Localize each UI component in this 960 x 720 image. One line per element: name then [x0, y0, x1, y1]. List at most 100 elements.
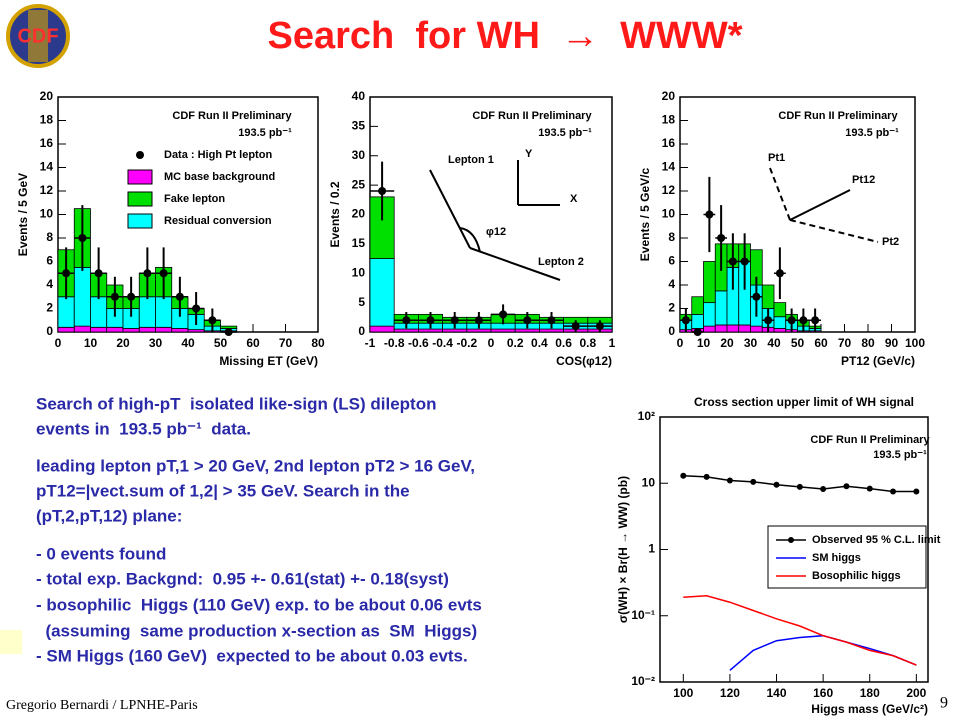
y-tick-label: 5: [358, 295, 365, 309]
annotation: X: [570, 193, 578, 205]
data-point: [571, 322, 580, 331]
y-tick-label: 25: [352, 177, 366, 191]
x-tick-label: -0.4: [432, 336, 453, 350]
bar-segment: [714, 324, 728, 333]
bar-segment: [138, 296, 156, 328]
y-tick-label: 6: [46, 254, 53, 268]
x-tick-label: 0.2: [507, 336, 524, 350]
bar-segment: [90, 326, 108, 333]
data-point: [402, 316, 411, 325]
bar-segment: [73, 325, 91, 333]
annotation: 193.5 pb⁻¹: [873, 449, 927, 461]
legend-label: Bosophilic higgs: [812, 570, 901, 582]
data-point: [775, 269, 784, 278]
x-tick-label: 10: [697, 336, 711, 350]
data-point: [595, 322, 604, 331]
x-axis-label: COS(φ12): [556, 354, 612, 368]
x-tick-label: 0: [488, 336, 495, 350]
x-tick-label: 30: [744, 336, 758, 350]
data-point: [799, 316, 808, 325]
x-tick-label: -1: [365, 336, 376, 350]
bar-segment: [738, 324, 751, 333]
bar-segment: [393, 328, 419, 333]
x-tick-label: 70: [838, 336, 852, 350]
data-point: [547, 316, 556, 325]
y-tick-label: 4: [46, 277, 53, 291]
x-tick-label: 50: [791, 336, 805, 350]
legend-label: Fake lepton: [164, 193, 225, 205]
x-tick-label: 0.8: [579, 336, 596, 350]
x-tick-label: 60: [814, 336, 828, 350]
text-line: (pT,2,pT,12) plane:: [36, 506, 182, 525]
bar-segment: [514, 328, 540, 333]
bar-segment: [90, 296, 108, 328]
series-marker: [820, 485, 827, 492]
x-tick-label: -0.6: [408, 336, 429, 350]
text-line: - bosophilic Higgs (110 GeV) exp. to be …: [36, 595, 482, 614]
data-point: [740, 257, 749, 266]
x-tick-label: 20: [720, 336, 734, 350]
bar-segment: [57, 326, 75, 333]
data-point: [110, 292, 119, 301]
y-tick-label: 6: [668, 254, 675, 268]
bar-segment: [417, 328, 443, 333]
x-tick-label: 0: [55, 336, 62, 350]
bar-segment: [155, 326, 173, 333]
y-tick-label: 35: [352, 119, 366, 133]
data-point: [499, 310, 508, 319]
bar-segment: [122, 328, 140, 333]
y-tick-label: 20: [40, 89, 54, 103]
y-tick-label: 14: [662, 160, 676, 174]
bar-segment: [369, 325, 395, 333]
x-tick-label: 0: [677, 336, 684, 350]
legend-label: Residual conversion: [164, 215, 272, 227]
x-axis-label: Higgs mass (GeV/c²): [811, 702, 928, 716]
bar-segment: [703, 261, 716, 304]
data-point: [127, 292, 136, 301]
annotation: CDF Run II Preliminary: [778, 110, 898, 122]
data-point: [143, 269, 152, 278]
data-point: [717, 234, 726, 242]
x-tick-label: 100: [905, 336, 925, 350]
text-line: events in 193.5 pb⁻¹ data.: [36, 419, 251, 438]
y-tick-label: 20: [662, 89, 676, 103]
bar-segment: [726, 324, 740, 333]
bar-segment: [773, 302, 787, 318]
y-tick-label: 0: [358, 324, 365, 338]
pt12-arrow: [789, 189, 851, 221]
y-tick-label: 15: [352, 236, 366, 250]
lepton1-line: [429, 169, 471, 249]
legend-label: Observed 95 % C.L. limit: [812, 534, 941, 546]
text-line: Search of high-pT isolated like-sign (LS…: [36, 394, 436, 413]
page-number: 9: [940, 695, 948, 712]
x-tick-label: 180: [860, 686, 880, 700]
data-point: [764, 316, 773, 325]
y-tick-label: 10: [642, 475, 656, 489]
annotation: CDF Run II Preliminary: [172, 110, 292, 122]
y-tick-label: 8: [46, 230, 53, 244]
annotation: CDF Run II Preliminary: [810, 434, 930, 446]
highlight: [0, 630, 22, 654]
series-line: [683, 595, 917, 666]
data-point: [208, 316, 217, 325]
angle-sketch: [429, 160, 561, 281]
bar-segment: [106, 326, 124, 333]
series-marker: [843, 483, 850, 490]
annotation: Pt2: [882, 236, 899, 248]
annotation: 193.5 pb⁻¹: [538, 127, 592, 139]
x-tick-label: -0.8: [384, 336, 405, 350]
data-point: [62, 269, 71, 278]
x-tick-label: 90: [885, 336, 899, 350]
annotation: φ12: [486, 226, 506, 238]
text-line: (assuming same production x-section as S…: [36, 621, 477, 640]
slide-title: Search for WH → WWW*: [268, 15, 743, 57]
data-point: [811, 316, 820, 325]
y-tick-label: 4: [668, 277, 675, 291]
chart-title: Cross section upper limit of WH signal: [694, 395, 914, 409]
data-point: [474, 316, 483, 325]
x-tick-label: -0.2: [456, 336, 477, 350]
annotation: Pt1: [768, 152, 785, 164]
x-tick-label: 70: [279, 336, 293, 350]
data-point: [94, 269, 103, 278]
